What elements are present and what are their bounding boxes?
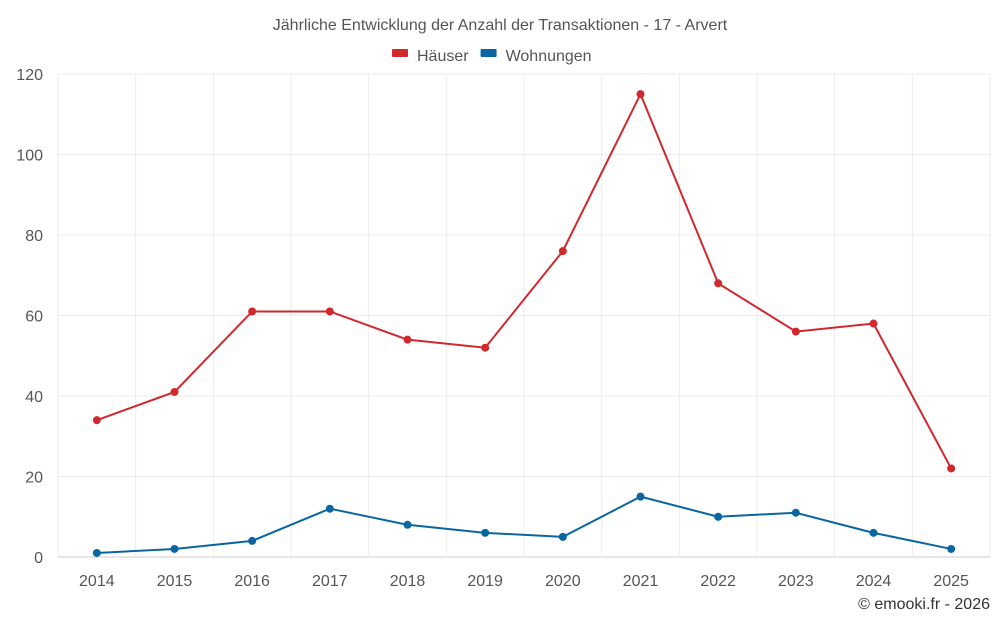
- data-point: [714, 279, 723, 288]
- series-0: [92, 90, 956, 473]
- x-tick-label: 2021: [623, 573, 659, 590]
- data-point: [92, 416, 101, 425]
- data-point: [558, 247, 567, 256]
- data-point: [869, 528, 878, 537]
- y-tick-label: 60: [25, 309, 43, 326]
- data-point: [481, 528, 490, 537]
- data-point: [481, 343, 490, 352]
- data-point: [403, 520, 412, 529]
- data-point: [170, 544, 179, 553]
- y-tick-label: 80: [25, 228, 43, 245]
- legend: Häuser Wohnungen: [392, 48, 592, 65]
- series-1: [92, 492, 956, 557]
- legend-label: Häuser: [417, 48, 469, 65]
- credit-text: © emooki.fr - 2026: [858, 596, 990, 613]
- data-point: [248, 536, 257, 545]
- data-point: [869, 319, 878, 328]
- series-line: [96, 91, 953, 469]
- x-tick-label: 2016: [234, 573, 270, 590]
- y-tick-label: 0: [34, 550, 43, 567]
- x-axis-ticks: 2014 2015 2016 2017 2018 2019 2020 2021 2022 2023…: [79, 573, 969, 590]
- data-point: [325, 504, 334, 513]
- legend-swatch: [480, 49, 497, 57]
- series-line: [96, 495, 952, 554]
- y-tick-label: 20: [25, 470, 43, 487]
- x-tick-label: 2014: [79, 573, 115, 590]
- legend-label: Wohnungen: [506, 48, 592, 65]
- data-point: [791, 508, 800, 517]
- data-point: [947, 544, 956, 553]
- x-tick-label: 2020: [545, 573, 581, 590]
- data-point: [714, 512, 723, 521]
- x-tick-label: 2024: [856, 573, 892, 590]
- data-point: [170, 387, 179, 396]
- data-point: [92, 548, 101, 557]
- x-tick-label: 2018: [390, 573, 426, 590]
- data-point: [248, 307, 257, 316]
- data-point: [947, 464, 956, 473]
- data-point: [636, 492, 645, 501]
- y-tick-label: 100: [16, 148, 43, 165]
- x-tick-label: 2017: [312, 573, 348, 590]
- y-axis-ticks: 0 20 40 60 80 100 120: [16, 67, 43, 567]
- y-tick-label: 120: [16, 67, 43, 84]
- x-tick-label: 2023: [778, 573, 814, 590]
- legend-swatch: [392, 49, 408, 57]
- y-tick-label: 40: [25, 389, 43, 406]
- data-point: [558, 532, 567, 541]
- data-point: [325, 307, 334, 316]
- data-point: [636, 90, 645, 99]
- x-tick-label: 2025: [933, 573, 969, 590]
- data-point: [791, 327, 800, 336]
- x-tick-label: 2015: [157, 573, 193, 590]
- x-tick-label: 2022: [700, 573, 736, 590]
- series: [92, 90, 956, 557]
- x-tick-label: 2019: [467, 573, 503, 590]
- chart-title: Jährliche Entwicklung der Anzahl der Tra…: [273, 17, 728, 34]
- data-point: [403, 335, 412, 344]
- grid: [57, 73, 991, 558]
